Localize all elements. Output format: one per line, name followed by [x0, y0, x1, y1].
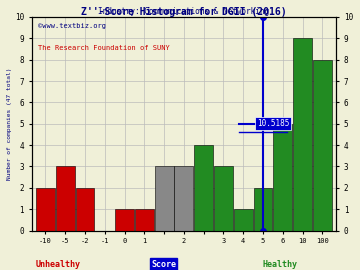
Bar — [214, 167, 233, 231]
Text: 10.5185: 10.5185 — [257, 119, 289, 128]
Text: Score: Score — [151, 260, 176, 269]
Text: Healthy: Healthy — [263, 260, 298, 269]
Bar — [293, 38, 312, 231]
Bar — [273, 124, 292, 231]
Bar — [56, 167, 75, 231]
Bar — [36, 188, 55, 231]
Text: ©www.textbiz.org: ©www.textbiz.org — [38, 23, 106, 29]
Bar — [76, 188, 94, 231]
Bar — [253, 188, 273, 231]
Y-axis label: Number of companies (47 total): Number of companies (47 total) — [7, 68, 12, 180]
Text: Unhealthy: Unhealthy — [36, 260, 81, 269]
Text: Industry: Communications & Networking: Industry: Communications & Networking — [98, 7, 269, 16]
Bar — [115, 209, 134, 231]
Text: The Research Foundation of SUNY: The Research Foundation of SUNY — [38, 45, 170, 51]
Title: Z''-Score Histogram for DGII (2016): Z''-Score Histogram for DGII (2016) — [81, 7, 287, 17]
Bar — [194, 145, 213, 231]
Bar — [234, 209, 253, 231]
Bar — [313, 60, 332, 231]
Bar — [155, 167, 174, 231]
Bar — [175, 167, 193, 231]
Bar — [135, 209, 154, 231]
